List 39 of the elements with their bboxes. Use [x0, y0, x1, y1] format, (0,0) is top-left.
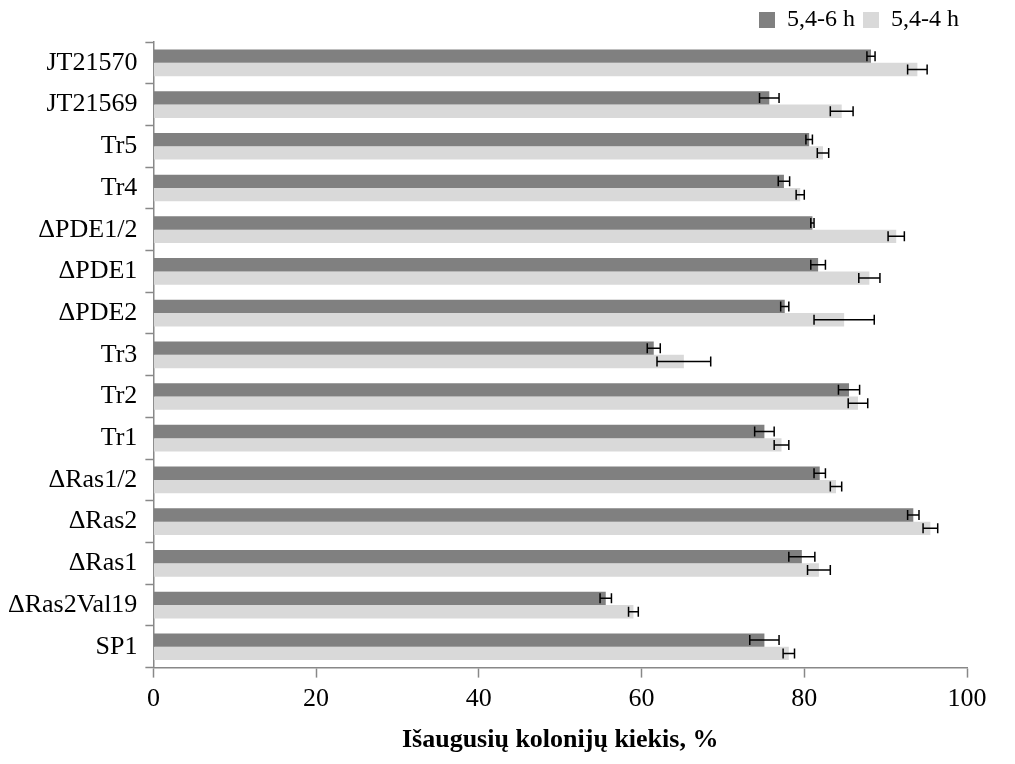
y-tick-label: JT21570	[46, 46, 138, 76]
y-tick-label: Tr4	[100, 171, 138, 201]
bar	[153, 396, 858, 410]
y-tick-label: Tr5	[100, 130, 138, 160]
bar	[153, 271, 870, 285]
y-tick-label: Tr3	[100, 338, 138, 368]
y-tick-label: SP1	[95, 630, 138, 660]
x-tick-label: 60	[628, 683, 655, 713]
y-tick-label: ΔPDE1	[58, 255, 138, 285]
y-tick-label: Tr1	[100, 422, 138, 452]
x-tick-label: 0	[146, 683, 160, 713]
legend-label: 5,4-6 h	[787, 5, 856, 32]
bar	[153, 605, 634, 619]
bar	[153, 479, 837, 494]
bar	[153, 521, 931, 535]
x-tick-label: 40	[465, 683, 492, 713]
y-tick-label: JT21569	[46, 88, 138, 118]
y-tick-label: ΔRas1/2	[48, 463, 138, 493]
bar	[153, 563, 819, 577]
y-tick-label: ΔRas2	[68, 505, 138, 535]
x-tick-label: 80	[791, 683, 818, 713]
x-tick-label: 100	[947, 683, 987, 713]
bar	[153, 646, 789, 661]
y-tick-label: ΔRas1	[68, 547, 138, 577]
y-tick-label: ΔRas2Val19	[7, 588, 138, 618]
bar	[153, 187, 801, 202]
bar	[153, 104, 842, 118]
y-tick-label: ΔPDE1/2	[38, 213, 138, 243]
bar	[153, 146, 823, 160]
bar	[153, 313, 845, 327]
legend-label: 5,4-4 h	[891, 5, 960, 32]
x-axis-title: Išaugusių kolonijų kiekis, %	[401, 724, 719, 754]
x-tick-label: 20	[303, 683, 330, 713]
bar	[153, 229, 897, 244]
bar	[153, 354, 684, 369]
bar	[153, 438, 782, 452]
y-tick-label: ΔPDE2	[58, 296, 138, 326]
y-tick-label: Tr2	[100, 380, 138, 410]
bar	[153, 62, 918, 77]
